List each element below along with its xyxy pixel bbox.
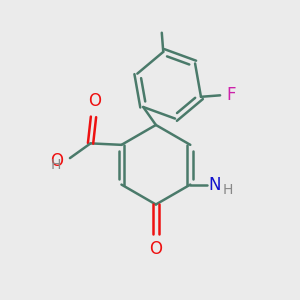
Text: F: F: [226, 86, 236, 104]
Text: H: H: [223, 183, 233, 197]
Text: O: O: [88, 92, 101, 110]
Text: N: N: [209, 176, 221, 194]
Text: H: H: [51, 158, 61, 172]
Text: O: O: [50, 152, 64, 170]
Text: O: O: [149, 240, 162, 258]
